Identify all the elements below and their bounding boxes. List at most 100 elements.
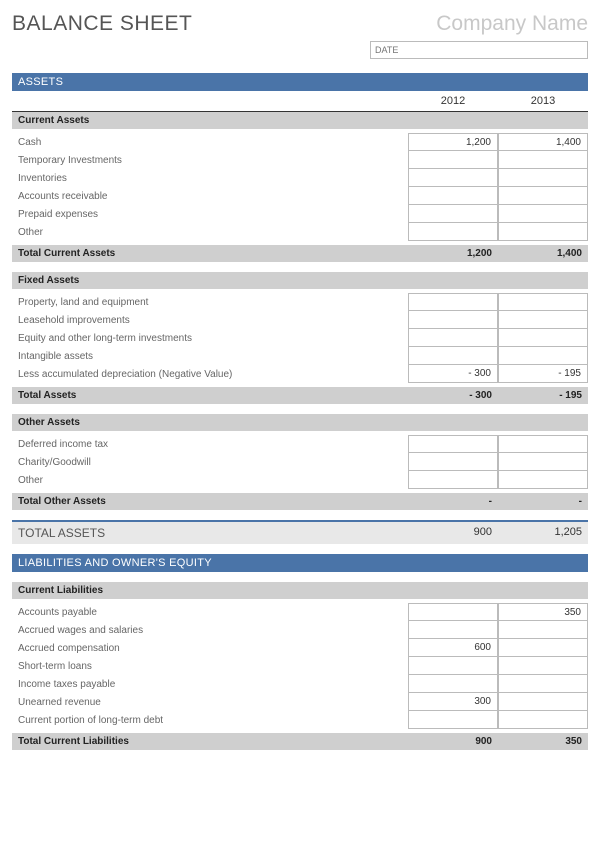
line-value[interactable] bbox=[498, 347, 588, 365]
total-value: - 300 bbox=[408, 387, 498, 404]
subheader-current-liabilities: Current Liabilities bbox=[12, 582, 588, 599]
line-item: Income taxes payable bbox=[12, 675, 588, 693]
line-value[interactable] bbox=[498, 187, 588, 205]
line-item: Accounts payable 350 bbox=[12, 603, 588, 621]
line-value[interactable] bbox=[408, 223, 498, 241]
line-label: Accounts receivable bbox=[12, 188, 408, 205]
line-item: Current portion of long-term debt bbox=[12, 711, 588, 729]
total-label: Total Current Assets bbox=[12, 245, 408, 262]
line-value[interactable] bbox=[408, 205, 498, 223]
line-value[interactable] bbox=[498, 205, 588, 223]
line-item: Less accumulated depreciation (Negative … bbox=[12, 365, 588, 383]
total-value: 900 bbox=[408, 733, 498, 750]
line-value[interactable] bbox=[408, 187, 498, 205]
date-input[interactable] bbox=[370, 41, 588, 59]
line-value[interactable]: - 195 bbox=[498, 365, 588, 383]
subheader-other-assets: Other Assets bbox=[12, 414, 588, 431]
line-value[interactable] bbox=[408, 711, 498, 729]
line-value[interactable]: 300 bbox=[408, 693, 498, 711]
line-label: Accrued compensation bbox=[12, 640, 408, 657]
line-label: Prepaid expenses bbox=[12, 206, 408, 223]
line-value[interactable] bbox=[498, 453, 588, 471]
line-value[interactable] bbox=[408, 311, 498, 329]
header: BALANCE SHEET Company Name bbox=[12, 12, 588, 59]
line-value[interactable] bbox=[498, 151, 588, 169]
line-value[interactable] bbox=[408, 621, 498, 639]
line-value[interactable] bbox=[408, 347, 498, 365]
year-row: 2012 2013 bbox=[12, 91, 588, 112]
line-value[interactable] bbox=[408, 453, 498, 471]
balance-sheet: BALANCE SHEET Company Name ASSETS 2012 2… bbox=[0, 0, 600, 750]
line-item: Other bbox=[12, 223, 588, 241]
line-value[interactable]: 1,200 bbox=[408, 133, 498, 151]
total-value: 350 bbox=[498, 733, 588, 750]
line-value[interactable] bbox=[498, 657, 588, 675]
line-label: Short-term loans bbox=[12, 658, 408, 675]
line-label: Current portion of long-term debt bbox=[12, 712, 408, 729]
company-name: Company Name bbox=[370, 12, 588, 36]
line-value[interactable]: 350 bbox=[498, 603, 588, 621]
line-value[interactable] bbox=[498, 435, 588, 453]
line-value[interactable] bbox=[498, 293, 588, 311]
grand-total-value: 900 bbox=[408, 522, 498, 544]
line-value[interactable] bbox=[498, 223, 588, 241]
line-value[interactable] bbox=[498, 639, 588, 657]
line-value[interactable] bbox=[498, 711, 588, 729]
line-label: Income taxes payable bbox=[12, 676, 408, 693]
line-value[interactable]: - 300 bbox=[408, 365, 498, 383]
line-value[interactable] bbox=[498, 311, 588, 329]
total-label: Total Other Assets bbox=[12, 493, 408, 510]
page-title: BALANCE SHEET bbox=[12, 12, 192, 36]
grand-total-assets-wrap: TOTAL ASSETS 900 1,205 bbox=[12, 520, 588, 544]
line-value[interactable] bbox=[408, 657, 498, 675]
subheader-current-assets: Current Assets bbox=[12, 112, 588, 129]
line-label: Cash bbox=[12, 134, 408, 151]
line-value[interactable] bbox=[408, 169, 498, 187]
line-value[interactable] bbox=[498, 675, 588, 693]
total-value: 1,200 bbox=[408, 245, 498, 262]
total-value: 1,400 bbox=[498, 245, 588, 262]
line-label: Other bbox=[12, 472, 408, 489]
line-item: Accrued compensation 600 bbox=[12, 639, 588, 657]
line-item: Other bbox=[12, 471, 588, 489]
line-value[interactable]: 1,400 bbox=[498, 133, 588, 151]
current-liabilities-body: Accounts payable 350 Accrued wages and s… bbox=[12, 599, 588, 729]
line-label: Accrued wages and salaries bbox=[12, 622, 408, 639]
fixed-assets-body: Property, land and equipment Leasehold i… bbox=[12, 289, 588, 383]
line-value[interactable] bbox=[498, 693, 588, 711]
line-label: Equity and other long-term investments bbox=[12, 330, 408, 347]
line-label: Inventories bbox=[12, 170, 408, 187]
total-current-assets: Total Current Assets 1,200 1,400 bbox=[12, 245, 588, 262]
line-label: Property, land and equipment bbox=[12, 294, 408, 311]
line-value[interactable] bbox=[498, 621, 588, 639]
line-label: Other bbox=[12, 224, 408, 241]
line-item: Accounts receivable bbox=[12, 187, 588, 205]
line-item: Unearned revenue 300 bbox=[12, 693, 588, 711]
line-value[interactable] bbox=[498, 169, 588, 187]
section-liabilities: LIABILITIES AND OWNER'S EQUITY bbox=[12, 554, 588, 572]
line-label: Deferred income tax bbox=[12, 436, 408, 453]
line-value[interactable] bbox=[408, 293, 498, 311]
total-label: Total Assets bbox=[12, 387, 408, 404]
line-value[interactable] bbox=[408, 151, 498, 169]
company-block: Company Name bbox=[370, 12, 588, 59]
section-assets: ASSETS bbox=[12, 73, 588, 91]
line-value[interactable]: 600 bbox=[408, 639, 498, 657]
line-value[interactable] bbox=[408, 675, 498, 693]
year-1: 2012 bbox=[408, 95, 498, 107]
line-value[interactable] bbox=[408, 471, 498, 489]
line-label: Temporary Investments bbox=[12, 152, 408, 169]
subheader-fixed-assets: Fixed Assets bbox=[12, 272, 588, 289]
line-item: Temporary Investments bbox=[12, 151, 588, 169]
line-value[interactable] bbox=[408, 329, 498, 347]
line-value[interactable] bbox=[498, 471, 588, 489]
line-label: Intangible assets bbox=[12, 348, 408, 365]
line-label: Less accumulated depreciation (Negative … bbox=[12, 366, 408, 383]
line-label: Charity/Goodwill bbox=[12, 454, 408, 471]
total-fixed-assets: Total Assets - 300 - 195 bbox=[12, 387, 588, 404]
line-value[interactable] bbox=[408, 435, 498, 453]
line-value[interactable] bbox=[408, 603, 498, 621]
line-value[interactable] bbox=[498, 329, 588, 347]
line-item: Charity/Goodwill bbox=[12, 453, 588, 471]
other-assets-body: Deferred income tax Charity/Goodwill Oth… bbox=[12, 431, 588, 489]
